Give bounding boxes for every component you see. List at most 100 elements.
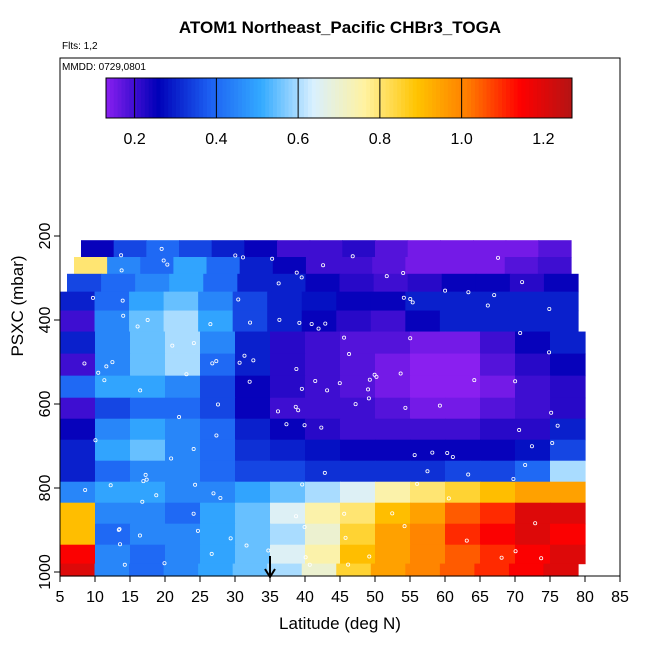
heatmap-cell <box>130 544 166 565</box>
colorbar-swatch <box>494 78 499 118</box>
sample-marker <box>90 295 95 300</box>
colorbar-swatch <box>463 78 468 118</box>
heatmap-cell <box>505 240 539 258</box>
sample-marker <box>294 270 299 275</box>
sample-marker <box>322 470 327 475</box>
heatmap-cell <box>130 523 166 546</box>
heatmap-cell <box>270 523 306 546</box>
sample-marker <box>547 306 552 311</box>
heatmap-cell <box>305 481 341 504</box>
sample-marker <box>549 410 554 415</box>
sample-marker <box>191 447 196 452</box>
x-tick-label: 75 <box>541 589 559 606</box>
heatmap-cell <box>438 257 473 275</box>
x-tick-label: 70 <box>506 589 524 606</box>
heatmap-cell <box>200 418 236 441</box>
heatmap-cell <box>232 291 268 312</box>
heatmap-cell <box>200 502 236 525</box>
colorbar-swatch <box>366 78 371 118</box>
sample-marker <box>300 482 305 487</box>
sample-marker <box>177 415 182 420</box>
heatmap-cell <box>543 310 579 333</box>
heatmap-cell <box>375 353 411 377</box>
colorbar-swatch <box>152 78 157 118</box>
chart-title: ATOM1 Northeast_Pacific CHBr3_TOGA <box>178 18 502 37</box>
heatmap-cell <box>480 481 516 504</box>
y-tick-label: 400 <box>37 307 54 334</box>
colorbar-swatch <box>300 78 305 118</box>
colorbar-swatch <box>327 78 332 118</box>
heatmap-cell <box>445 353 481 377</box>
heatmap-cell <box>67 273 102 293</box>
colorbar-swatch <box>195 78 200 118</box>
sample-marker <box>366 396 371 401</box>
heatmap-cell <box>515 439 551 462</box>
sample-markers <box>82 246 560 567</box>
sample-marker <box>195 528 200 533</box>
heatmap-cell <box>375 418 411 441</box>
colorbar-swatch <box>350 78 356 118</box>
colorbar-swatch <box>342 78 348 118</box>
sample-marker <box>209 551 214 556</box>
x-tick-label: 30 <box>226 589 244 606</box>
sample-marker <box>104 364 109 369</box>
sample-marker <box>309 321 314 326</box>
heatmap-cell <box>515 481 551 504</box>
heatmap-cell <box>60 544 96 565</box>
sample-marker <box>228 536 233 541</box>
colorbar-swatch <box>436 78 441 118</box>
colorbar-swatch <box>346 78 352 118</box>
heatmap-cell <box>405 310 441 333</box>
sample-marker <box>302 525 307 530</box>
colorbar-swatch <box>238 78 243 118</box>
heatmap-cell <box>60 291 96 312</box>
colorbar-swatch <box>412 78 418 118</box>
colorbar-swatch <box>393 78 398 118</box>
heatmap-cell <box>235 418 271 441</box>
heatmap-cell <box>270 331 306 355</box>
sample-marker <box>342 335 347 340</box>
heatmap-cell <box>305 523 341 546</box>
sample-marker <box>513 549 518 554</box>
sample-marker <box>270 256 275 261</box>
heatmap-cell <box>163 563 199 577</box>
heatmap-cell <box>375 375 411 399</box>
heatmap-cell <box>550 331 586 355</box>
heatmap-cell <box>410 481 446 504</box>
heatmap-cell <box>515 397 551 420</box>
sample-marker <box>117 527 122 532</box>
heatmap-cell <box>480 502 516 525</box>
heatmap-cell <box>480 418 516 441</box>
heatmap-cell <box>375 439 411 462</box>
heatmap-cell <box>95 460 131 483</box>
colorbar-swatch <box>307 78 313 118</box>
colorbar-swatch <box>451 78 456 118</box>
sample-marker <box>144 477 149 482</box>
heatmap-cell <box>95 523 131 546</box>
heatmap-cell <box>375 240 409 258</box>
heatmap-cell <box>439 291 475 312</box>
x-tick-label: 45 <box>331 589 349 606</box>
heatmap-cell <box>60 310 96 333</box>
heatmap-cell <box>474 291 510 312</box>
heatmap-cell <box>340 544 376 565</box>
heatmap-cell <box>270 502 306 525</box>
colorbar-swatch <box>272 78 278 118</box>
colorbar-swatch <box>568 78 573 118</box>
heatmap-cell <box>301 563 337 577</box>
heatmap-cell <box>515 460 551 483</box>
sample-marker <box>316 326 321 331</box>
sample-marker <box>184 372 189 377</box>
y-tick-label: 800 <box>37 475 54 502</box>
heatmap-cell <box>169 273 204 293</box>
colorbar-swatch <box>125 78 130 118</box>
sample-marker <box>297 320 302 325</box>
colorbar-swatch <box>339 78 344 118</box>
heatmap-cell <box>550 353 586 377</box>
heatmap-cell <box>235 331 271 355</box>
colorbar-tick-label: 0.8 <box>369 131 391 148</box>
heatmap-cell <box>60 563 96 577</box>
colorbar-swatch <box>529 78 534 118</box>
sample-marker <box>323 321 328 326</box>
colorbar-swatch <box>319 78 324 118</box>
